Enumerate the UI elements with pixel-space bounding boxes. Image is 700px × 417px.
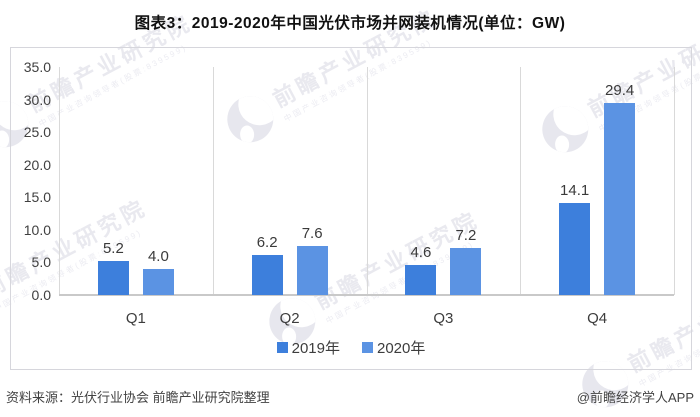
y-axis-tick-label: 30.0 [23, 91, 51, 108]
legend-item: 2020年 [362, 337, 425, 358]
y-axis-tick-label: 25.0 [23, 124, 51, 141]
bar-value-label: 4.0 [147, 247, 169, 265]
x-axis-category-label: Q2 [279, 310, 300, 327]
x-axis-category-label: Q4 [587, 310, 608, 327]
gridline-vertical [520, 67, 522, 295]
gridline-vertical [366, 67, 368, 295]
y-axis-tick-label: 10.0 [23, 221, 51, 238]
chart-plot-area: 35.0 30.0 25.0 20.0 15.0 10.0 5.0 0.0 5.2 4.0 Q1 6.… [10, 47, 692, 370]
legend-label: 2020年 [377, 340, 426, 357]
bar-2019 [97, 261, 129, 295]
legend: 2019年 2020年 [11, 337, 691, 358]
x-axis-category-label: Q1 [125, 310, 146, 327]
legend-label: 2019年 [291, 340, 340, 357]
bar-2020 [604, 103, 636, 295]
bar-value-label: 5.2 [102, 240, 124, 258]
bar-value-label: 7.6 [301, 224, 323, 242]
legend-swatch [276, 342, 288, 353]
chart-title: 图表3：2019-2020年中国光伏市场并网装机情况(单位：GW) [134, 15, 566, 32]
data-source-text: 资料来源：光伏行业协会 前瞻产业研究院整理 [6, 389, 270, 405]
gridline-vertical [674, 67, 675, 295]
bar-value-label: 4.6 [410, 244, 432, 262]
bar-value-label: 6.2 [256, 233, 278, 251]
bar-2019 [559, 203, 591, 295]
bar-value-label: 7.2 [455, 227, 477, 245]
bar-2020 [296, 245, 328, 295]
gridline-vertical [212, 67, 214, 295]
y-axis-tick-label: 20.0 [23, 156, 51, 173]
bar-value-label: 14.1 [560, 182, 590, 200]
legend-swatch [362, 342, 373, 353]
bar-value-label: 29.4 [605, 82, 635, 100]
gridline-vertical [59, 67, 60, 295]
bar-2019 [251, 254, 283, 295]
x-axis-line [59, 294, 674, 296]
y-axis-tick-label: 0.0 [31, 287, 51, 303]
credit-text: @前瞻经济学人APP [576, 389, 694, 405]
bar-2020 [450, 248, 482, 295]
x-axis-category-label: Q3 [433, 310, 454, 327]
y-axis-tick-label: 5.0 [31, 254, 51, 271]
y-axis-tick-label: 15.0 [23, 189, 51, 206]
legend-item: 2019年 [276, 337, 340, 358]
footer: 资料来源：光伏行业协会 前瞻产业研究院整理 @前瞻经济学人APP [0, 386, 700, 406]
y-axis-tick-label: 35.0 [23, 59, 51, 75]
bar-2020 [142, 268, 174, 295]
bar-2019 [405, 265, 437, 295]
